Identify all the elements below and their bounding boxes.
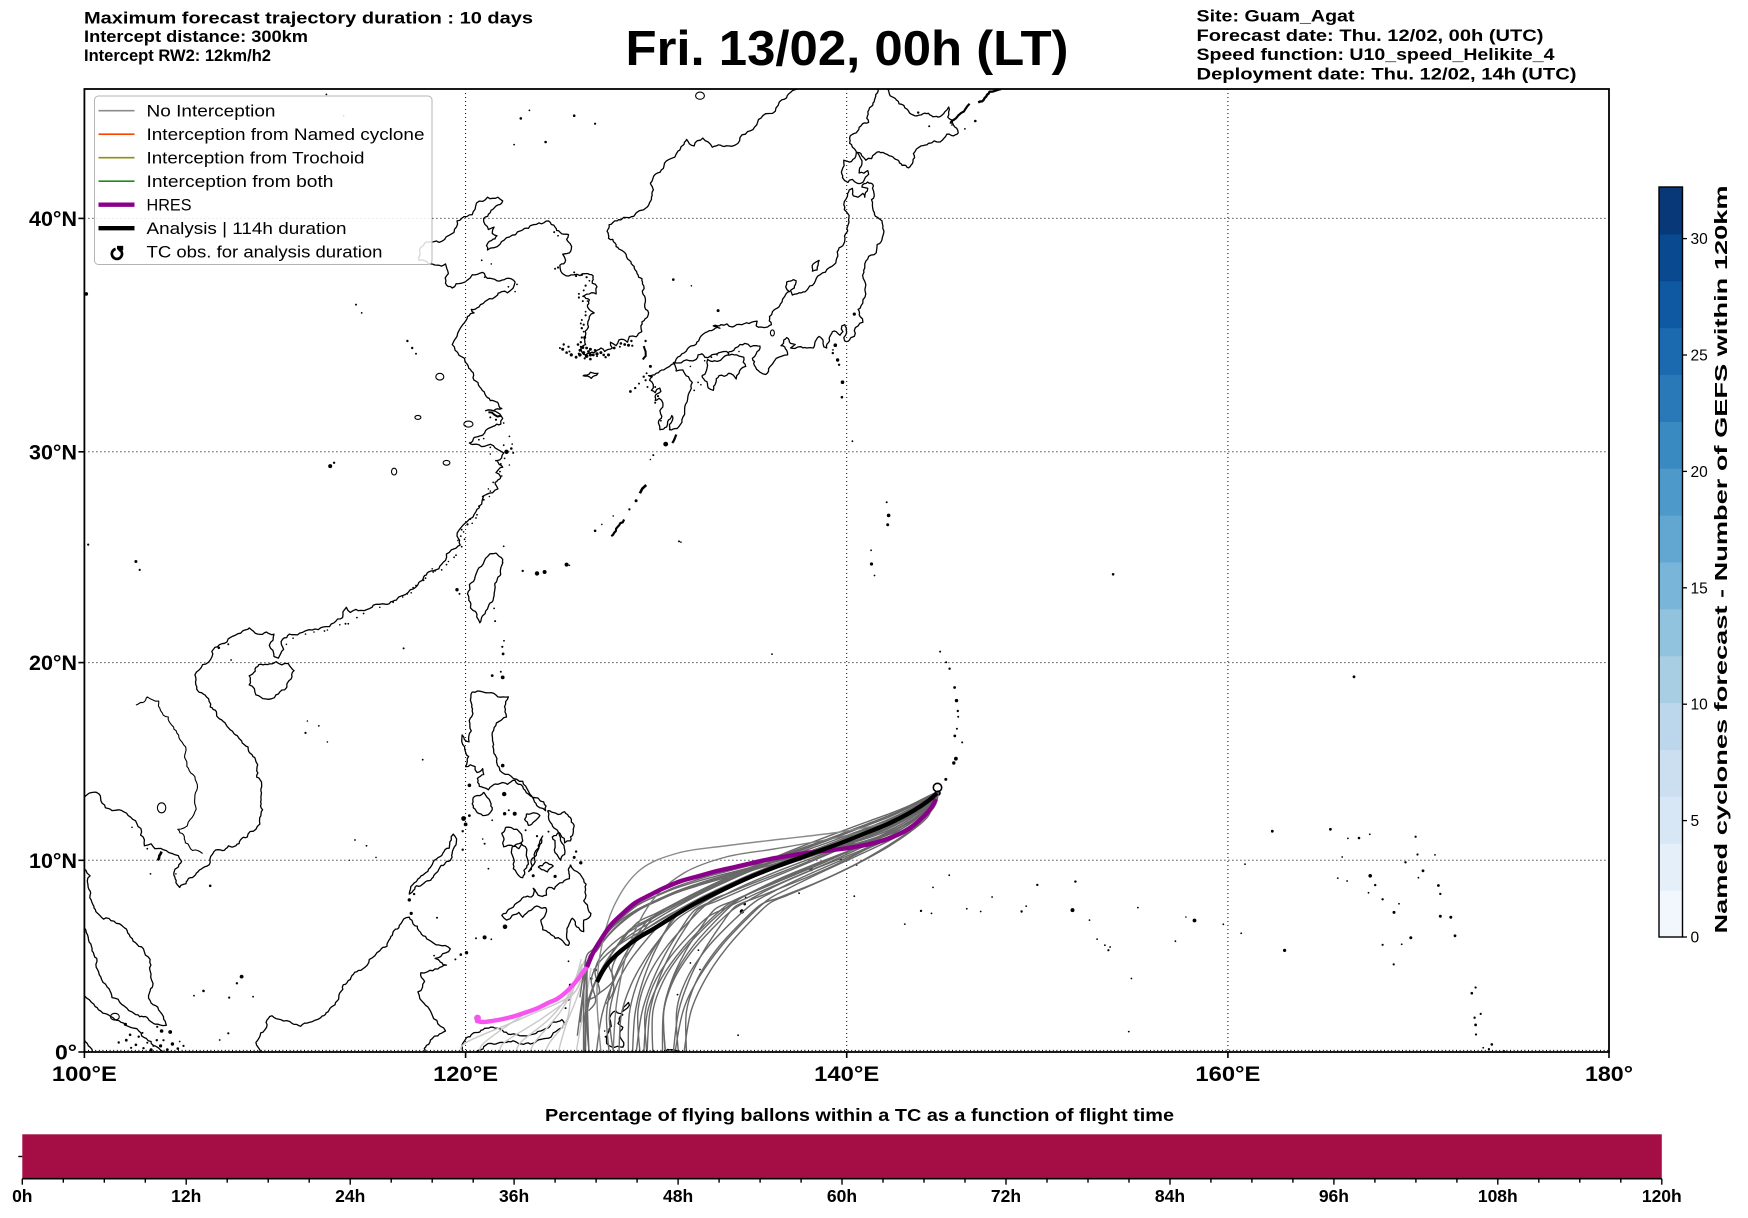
- svg-text:10°N: 10°N: [29, 849, 77, 873]
- svg-text:12h: 12h: [171, 1186, 201, 1206]
- svg-text:72h: 72h: [991, 1186, 1021, 1206]
- svg-text:0: 0: [1691, 930, 1700, 947]
- svg-text:0°: 0°: [55, 1041, 77, 1065]
- svg-text:No Interception: No Interception: [147, 103, 276, 121]
- svg-text:Site: Guam_Agat: Site: Guam_Agat: [1197, 7, 1355, 26]
- svg-text:108h: 108h: [1478, 1186, 1518, 1206]
- svg-text:120h: 120h: [1642, 1186, 1682, 1206]
- svg-text:140°E: 140°E: [814, 1062, 879, 1086]
- svg-text:Named cyclones forecast - Numb: Named cyclones forecast - Number of GEFS…: [1711, 186, 1731, 934]
- svg-text:Percentage of flying ballons w: Percentage of flying ballons within a TC…: [545, 1105, 1174, 1125]
- svg-text:15: 15: [1691, 580, 1708, 597]
- svg-text:Forecast date: Thu. 12/02, 00h: Forecast date: Thu. 12/02, 00h (UTC): [1197, 26, 1544, 45]
- svg-text:25: 25: [1691, 348, 1708, 365]
- svg-text:Interception from Named cyclon: Interception from Named cyclone: [147, 126, 425, 144]
- svg-text:84h: 84h: [1155, 1186, 1185, 1206]
- svg-text:0h: 0h: [12, 1186, 32, 1206]
- svg-text:100°E: 100°E: [52, 1062, 117, 1086]
- svg-text:Deployment date: Thu. 12/02, 1: Deployment date: Thu. 12/02, 14h (UTC): [1197, 64, 1577, 83]
- svg-text:48h: 48h: [663, 1186, 693, 1206]
- svg-text:30°N: 30°N: [29, 440, 77, 464]
- svg-text:40°N: 40°N: [29, 207, 77, 231]
- svg-text:Fri. 13/02, 00h (LT): Fri. 13/02, 00h (LT): [626, 22, 1069, 76]
- svg-text:5: 5: [1691, 813, 1700, 830]
- svg-text:Maximum forecast trajectory du: Maximum forecast trajectory duration : 1…: [84, 8, 533, 27]
- svg-text:Intercept distance: 300km: Intercept distance: 300km: [84, 27, 308, 46]
- svg-text:180°: 180°: [1585, 1062, 1633, 1086]
- svg-text:Analysis | 114h duration: Analysis | 114h duration: [147, 220, 347, 238]
- svg-text:60h: 60h: [827, 1186, 857, 1206]
- svg-text:96h: 96h: [1319, 1186, 1349, 1206]
- svg-text:20: 20: [1691, 464, 1709, 481]
- svg-text:Speed function: U10_speed_Heli: Speed function: U10_speed_Helikite_4: [1197, 45, 1556, 64]
- svg-text:24h: 24h: [335, 1186, 365, 1206]
- svg-text:120°E: 120°E: [433, 1062, 498, 1086]
- svg-text:Interception from both: Interception from both: [147, 173, 334, 191]
- svg-text:HRES: HRES: [147, 197, 192, 215]
- svg-text:36h: 36h: [499, 1186, 529, 1206]
- svg-text:30: 30: [1691, 231, 1709, 248]
- svg-text:Interception from Trochoid: Interception from Trochoid: [147, 150, 365, 168]
- svg-text:160°E: 160°E: [1195, 1062, 1260, 1086]
- svg-text:Intercept RW2: 12km/h2: Intercept RW2: 12km/h2: [84, 46, 271, 65]
- svg-text:10: 10: [1691, 697, 1709, 714]
- svg-text:TC obs. for analysis duration: TC obs. for analysis duration: [147, 244, 383, 262]
- svg-text:20°N: 20°N: [29, 651, 77, 675]
